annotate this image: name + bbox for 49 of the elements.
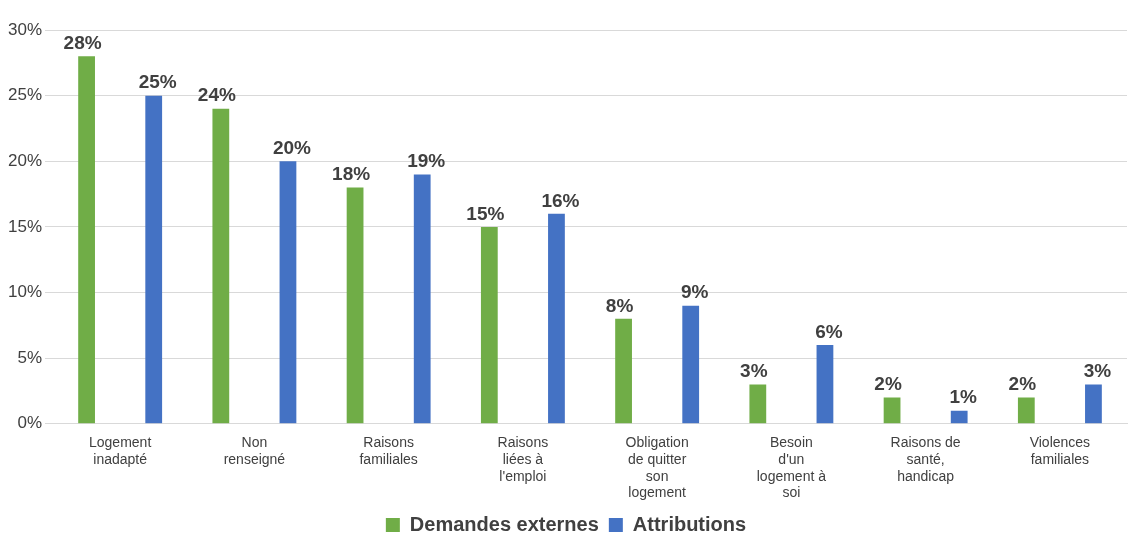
data-label: 3% <box>1083 360 1112 382</box>
bar <box>413 174 431 424</box>
y-tick-label: 30% <box>7 19 43 39</box>
data-label: 19% <box>407 150 446 172</box>
bar <box>749 384 767 424</box>
data-label: 6% <box>815 320 843 342</box>
bar <box>1017 397 1035 424</box>
y-tick-label: 0% <box>17 413 43 433</box>
x-tick-label: Raisons de santé, handicap <box>890 434 961 484</box>
y-tick-label: 10% <box>7 282 43 302</box>
data-label: 24% <box>197 84 236 106</box>
data-label: 15% <box>466 202 505 224</box>
data-label: 18% <box>332 163 371 185</box>
legend-label: Demandes externes <box>409 512 599 535</box>
y-tick-label: 5% <box>17 347 43 367</box>
x-tick-label: Obligation de quitter son logement <box>625 434 689 501</box>
data-label: 3% <box>740 360 768 382</box>
y-tick-label: 25% <box>7 85 43 105</box>
data-label: 2% <box>874 373 902 395</box>
y-tick-label: 15% <box>7 216 43 236</box>
bar <box>1085 384 1102 424</box>
data-label: 16% <box>541 189 580 211</box>
x-tick-label: Non renseigné <box>223 434 286 467</box>
data-label: 28% <box>63 31 102 53</box>
data-label: 8% <box>605 294 634 316</box>
bar <box>816 345 834 424</box>
data-label: 2% <box>1008 373 1037 395</box>
bar <box>212 108 230 424</box>
x-tick-label: Raisons liées à l'emploi <box>497 434 549 484</box>
bar <box>682 305 700 424</box>
x-tick-label: Raisons familiales <box>359 434 418 467</box>
x-tick-label: Violences familiales <box>1029 434 1091 467</box>
x-tick-label: Logement inadapté <box>89 434 152 467</box>
bar <box>615 318 632 424</box>
data-label: 25% <box>138 71 177 93</box>
x-tick-label: Besoin d'un logement à soi <box>756 434 827 501</box>
bar <box>346 187 364 424</box>
bar <box>78 56 95 424</box>
data-label: 9% <box>680 281 709 303</box>
legend-label: Attributions <box>632 512 747 535</box>
data-label: 20% <box>272 137 312 158</box>
data-label: 1% <box>949 386 978 408</box>
bar <box>950 410 968 424</box>
bar <box>480 226 498 424</box>
bar <box>279 161 297 424</box>
bar <box>548 213 565 424</box>
y-tick-label: 20% <box>7 150 43 170</box>
bar <box>883 397 901 424</box>
bar <box>145 95 163 424</box>
